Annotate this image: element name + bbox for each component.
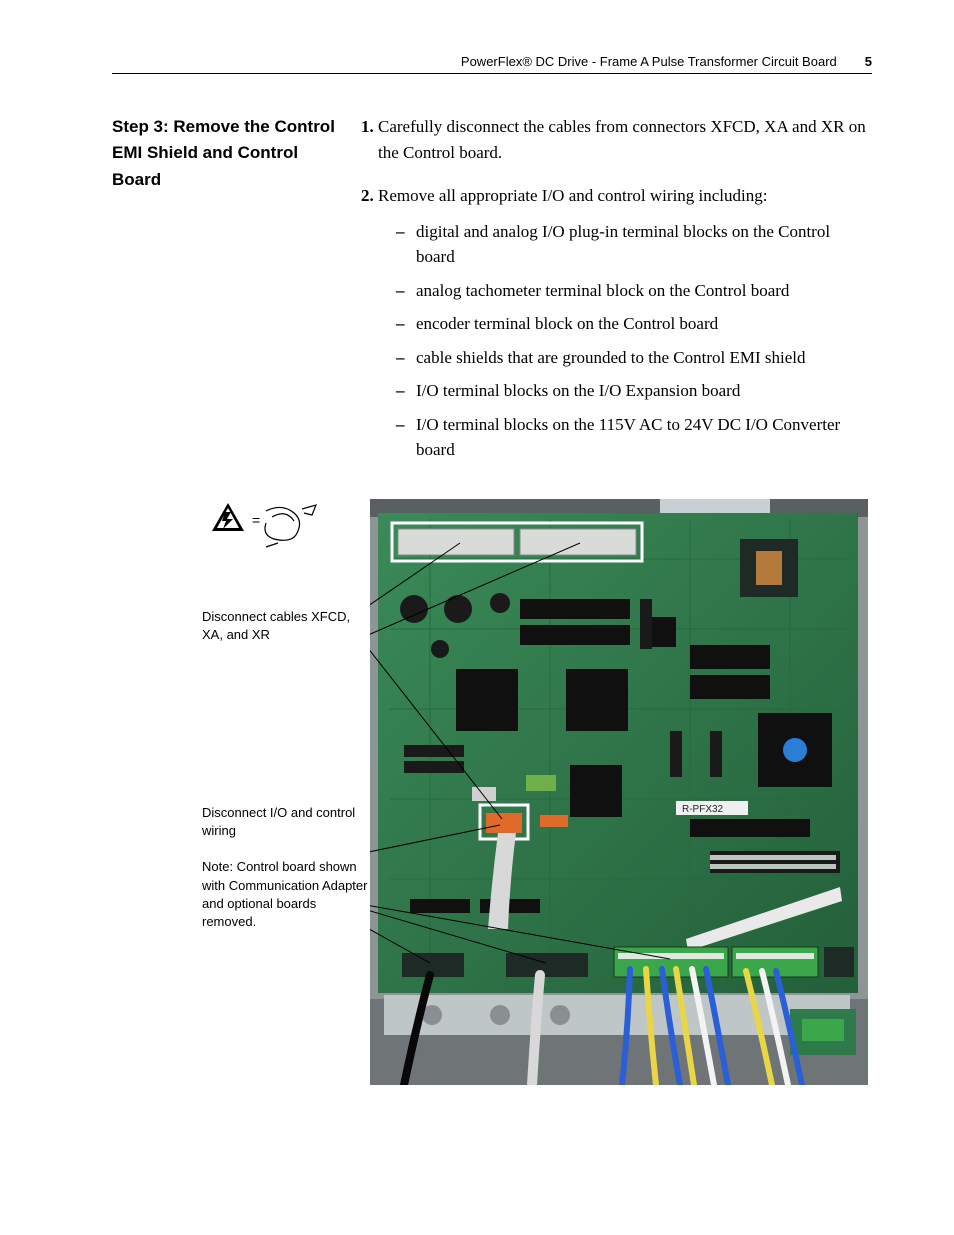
sub-item: encoder terminal block on the Control bo…	[396, 311, 872, 337]
callout-note: Note: Control board shown with Communica…	[202, 858, 370, 931]
page-header: PowerFlex® DC Drive - Frame A Pulse Tran…	[112, 54, 872, 74]
header-page-number: 5	[865, 54, 872, 69]
control-board-photo: R-PFX32	[370, 499, 868, 1085]
sub-item: analog tachometer terminal block on the …	[396, 278, 872, 304]
sub-item: digital and analog I/O plug-in terminal …	[396, 219, 872, 270]
esd-warning-icon: =	[208, 499, 370, 554]
sub-item: cable shields that are grounded to the C…	[396, 345, 872, 371]
step-instruction-2: Remove all appropriate I/O and control w…	[378, 183, 872, 463]
svg-text:R-PFX32: R-PFX32	[682, 804, 724, 815]
sub-item: I/O terminal blocks on the I/O Expansion…	[396, 378, 872, 404]
sub-item: I/O terminal blocks on the 115V AC to 24…	[396, 412, 872, 463]
callout-disconnect-cables: Disconnect cables XFCD, XA, and XR	[202, 608, 370, 644]
callout-disconnect-io: Disconnect I/O and control wiring	[202, 804, 370, 840]
header-document-title: PowerFlex® DC Drive - Frame A Pulse Tran…	[461, 54, 837, 69]
step-instruction-1: Carefully disconnect the cables from con…	[378, 114, 872, 165]
svg-text:=: =	[252, 512, 260, 528]
step-heading: Step 3: Remove the Control EMI Shield an…	[112, 114, 354, 193]
step-instructions-list: Carefully disconnect the cables from con…	[354, 114, 872, 463]
step-instruction-2-sublist: digital and analog I/O plug-in terminal …	[396, 219, 872, 463]
